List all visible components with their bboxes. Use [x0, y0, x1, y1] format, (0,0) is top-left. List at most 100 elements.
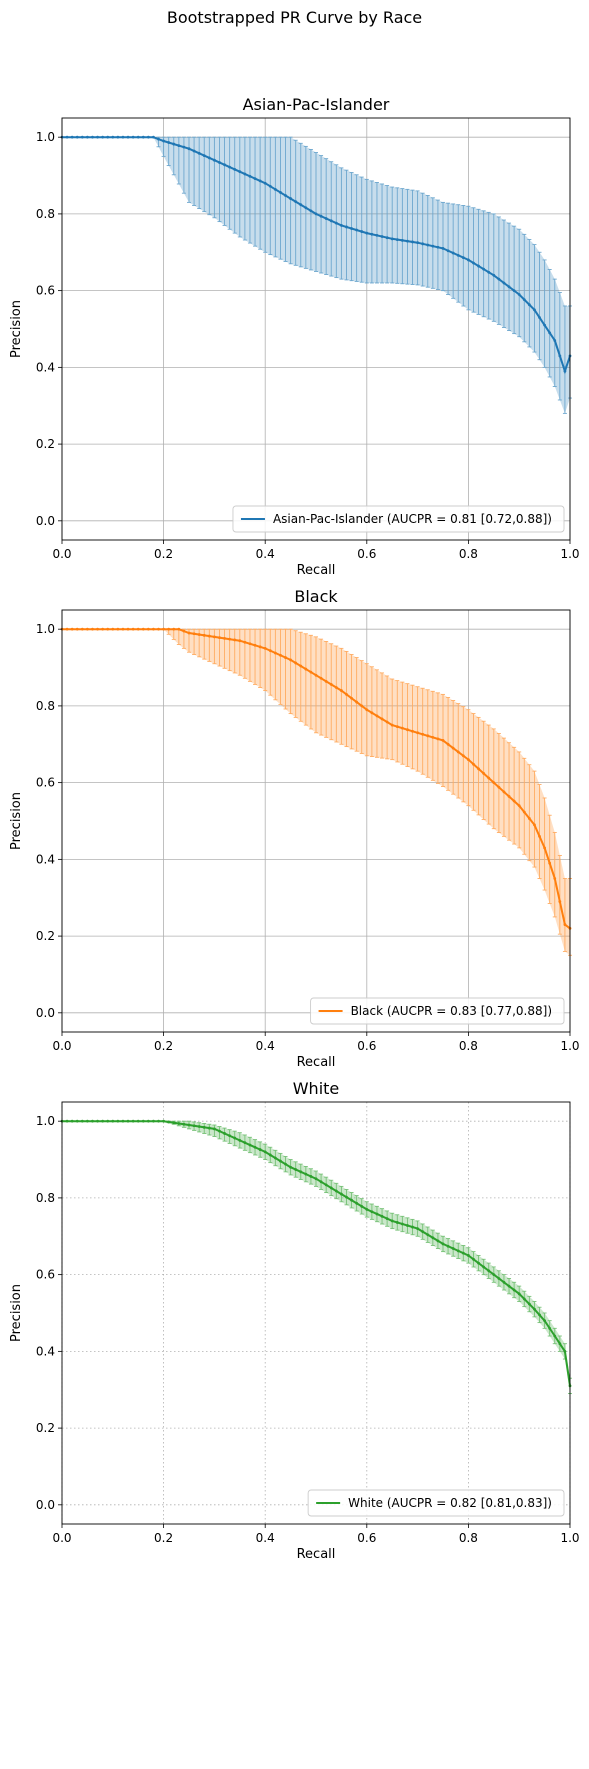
- series-marker: [522, 810, 526, 814]
- axes-frame: [61, 117, 571, 541]
- series-marker: [80, 135, 84, 139]
- series-markers: [60, 1119, 572, 1388]
- series-marker: [517, 293, 521, 296]
- series-marker: [400, 238, 404, 242]
- series-marker: [96, 627, 99, 631]
- series-marker: [284, 1162, 287, 1166]
- axes-frame: [61, 1101, 571, 1525]
- series-marker: [527, 303, 531, 307]
- series-marker: [116, 1119, 120, 1123]
- series-marker: [365, 708, 369, 712]
- series-marker: [187, 147, 191, 151]
- series-marker: [162, 139, 166, 143]
- series-marker: [553, 1334, 557, 1338]
- series-marker: [461, 754, 465, 758]
- series-marker: [157, 137, 160, 141]
- series-marker: [563, 369, 567, 373]
- series-marker: [111, 627, 115, 631]
- series-marker: [329, 683, 333, 686]
- series-marker: [538, 1313, 541, 1317]
- y-tick-label: 0.6: [36, 1268, 55, 1282]
- x-axis-label: Recall: [297, 563, 336, 578]
- x-tick-label: 0.8: [459, 1039, 478, 1053]
- series-marker: [314, 212, 318, 216]
- series-marker: [243, 172, 247, 176]
- series-marker: [345, 693, 348, 696]
- series-marker: [273, 187, 277, 191]
- series-marker: [228, 637, 232, 641]
- y-tick-label: 1.0: [36, 622, 55, 636]
- series-marker: [152, 135, 155, 139]
- series-marker: [456, 253, 460, 257]
- x-tick-label: 0.2: [154, 1039, 173, 1053]
- y-tick-label: 0.0: [36, 1006, 55, 1020]
- series-marker: [299, 203, 303, 207]
- series-marker: [548, 861, 552, 865]
- series-marker: [91, 1119, 94, 1123]
- series-marker: [319, 214, 323, 218]
- series-marker: [182, 629, 186, 633]
- confidence-band: [62, 1121, 570, 1394]
- series-marker: [482, 267, 486, 271]
- series-marker: [121, 1119, 125, 1123]
- series-marker: [65, 1119, 69, 1123]
- chart-panel-1: 0.0 0.2 0.4 0.6 0.8 1.0 0.0 0.2 0.4 0.6 0.8 1.0 Blac…: [9, 587, 580, 1070]
- series-marker: [477, 264, 480, 268]
- series-marker: [411, 1225, 414, 1229]
- series-marker: [182, 145, 186, 149]
- series-marker: [380, 717, 384, 721]
- series-marker: [355, 1201, 359, 1205]
- series-marker: [101, 627, 105, 631]
- y-axis-label: Precision: [9, 300, 24, 358]
- series-marker: [492, 273, 496, 277]
- legend-box: [307, 1489, 565, 1517]
- series-marker: [533, 823, 536, 827]
- series-marker: [136, 627, 140, 631]
- series-marker: [482, 1265, 486, 1269]
- series-marker: [141, 135, 145, 139]
- series-marker: [304, 667, 308, 671]
- series-marker: [223, 636, 226, 640]
- series-marker: [248, 174, 252, 178]
- error-bars: [166, 1120, 572, 1395]
- series-marker: [446, 249, 450, 253]
- series-marker: [451, 746, 455, 750]
- x-tick-label: 0.0: [52, 1039, 71, 1053]
- series-marker: [390, 237, 394, 241]
- y-tick-label: 0.8: [36, 1191, 55, 1205]
- series-marker: [512, 1288, 516, 1292]
- series-marker: [507, 1284, 511, 1288]
- series-marker: [436, 737, 440, 741]
- series-marker: [492, 781, 496, 785]
- series-marker: [426, 1233, 430, 1237]
- series-marker: [340, 224, 343, 227]
- series-marker: [304, 1172, 308, 1176]
- series-marker: [487, 776, 491, 780]
- series-marker: [512, 289, 516, 293]
- y-tick-label: 0.4: [36, 360, 55, 374]
- series-marker: [527, 1302, 531, 1306]
- series-marker: [431, 735, 435, 739]
- series-marker: [527, 817, 531, 820]
- chart-title: Black: [294, 587, 338, 606]
- series-marker: [467, 758, 470, 762]
- series-marker: [563, 923, 567, 926]
- series-marker: [390, 1219, 394, 1223]
- series-marker: [360, 704, 364, 708]
- series-marker: [126, 627, 130, 631]
- series-marker: [202, 154, 206, 157]
- series-marker: [345, 1195, 348, 1199]
- series-marker: [507, 285, 511, 289]
- series-marker: [192, 632, 196, 636]
- y-tick-label: 0.6: [36, 776, 55, 790]
- series-marker: [411, 240, 414, 244]
- y-tick-label: 0.2: [36, 929, 55, 943]
- series-marker: [202, 1125, 206, 1129]
- series-marker: [70, 1119, 74, 1123]
- series-marker: [400, 1222, 404, 1226]
- series-marker: [548, 1326, 552, 1330]
- series-marker: [431, 1236, 435, 1240]
- series-marker: [243, 640, 247, 644]
- series-marker: [86, 627, 89, 631]
- series-marker: [355, 700, 359, 704]
